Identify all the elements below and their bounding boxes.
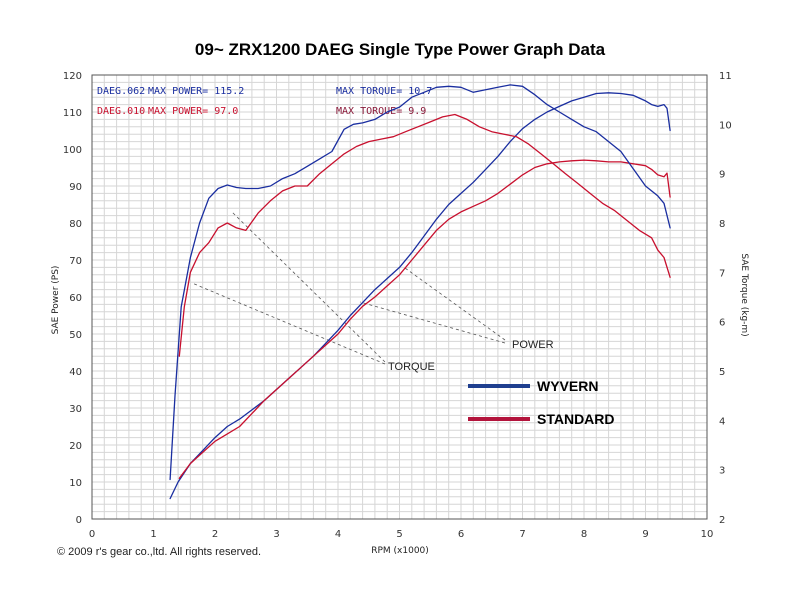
x-axis-label: RPM (x1000): [371, 546, 429, 556]
x-tick-label: 0: [89, 529, 95, 540]
annotation-power: POWER: [512, 339, 554, 351]
x-tick-labels: 0 1 2 3 4 5 6 7 8 9 10: [89, 529, 714, 540]
y-left-tick-label: 100: [63, 145, 82, 156]
y-left-tick-label: 50: [69, 330, 82, 341]
info-standard-max-torque: MAX TORQUE= 9.9: [336, 106, 426, 117]
info-wyvern-max-power: MAX POWER= 115.2: [148, 86, 244, 97]
plot-frame: [91, 74, 708, 520]
info-wyvern-code: DAEG.062: [97, 86, 145, 97]
y-left-tick-label: 0: [76, 515, 82, 526]
x-tick-label: 4: [335, 529, 341, 540]
info-wyvern-max-torque: MAX TORQUE= 10.7: [336, 86, 432, 97]
y-right-tick-label: 7: [719, 268, 725, 279]
x-tick-label: 9: [642, 529, 648, 540]
x-tick-label: 7: [519, 529, 525, 540]
y-right-tick-label: 3: [719, 466, 725, 477]
y-left-tick-label: 30: [69, 404, 82, 415]
y-right-tick-label: 4: [719, 416, 725, 427]
x-tick-label: 8: [581, 529, 587, 540]
annotation-torque: TORQUE: [388, 361, 435, 373]
y-left-tick-label: 80: [69, 219, 82, 230]
chart-legend: WYVERN STANDARD: [468, 378, 615, 427]
y-left-tick-label: 10: [69, 478, 82, 489]
torque-leader-wyvern: [231, 211, 386, 363]
y-right-tick-label: 10: [719, 120, 732, 131]
y-right-tick-label: 6: [719, 318, 725, 329]
chart-title: 09~ ZRX1200 DAEG Single Type Power Graph…: [195, 40, 606, 59]
series-standard-power-line: [178, 159, 671, 479]
y-left-tick-label: 60: [69, 293, 82, 304]
x-tick-label: 3: [273, 529, 279, 540]
y-right-tick-label: 5: [719, 367, 725, 378]
annotation-leaders: [191, 211, 506, 365]
y-right-tick-label: 2: [719, 515, 725, 526]
y-left-tick-label: 110: [63, 108, 82, 119]
y-left-tick-label: 70: [69, 256, 82, 267]
series-wyvern-power-line: [169, 92, 671, 500]
y-left-tick-label: 90: [69, 182, 82, 193]
power-leader-wyvern: [404, 267, 506, 341]
y-right-tick-label: 8: [719, 219, 725, 230]
x-tick-label: 2: [212, 529, 218, 540]
torque-leader-standard: [191, 282, 386, 365]
chart-series-group: [169, 84, 671, 500]
y-right-tick-label: 11: [719, 71, 732, 82]
series-wyvern-torque-line: [169, 84, 671, 481]
x-tick-label: 5: [396, 529, 402, 540]
legend-label-wyvern: WYVERN: [537, 378, 598, 394]
info-standard-code: DAEG.010: [97, 106, 145, 117]
x-tick-label: 10: [701, 529, 714, 540]
power-leader-standard: [359, 301, 506, 344]
y-left-axis-label: SAE Power (PS): [51, 266, 61, 335]
info-standard-max-power: MAX POWER= 97.0: [148, 106, 238, 117]
series-standard-torque-line: [178, 113, 671, 357]
y-right-tick-label: 9: [719, 170, 725, 181]
y-right-axis-label: SAE Torque (kg-m): [739, 253, 749, 336]
legend-label-standard: STANDARD: [537, 411, 615, 427]
copyright-text: © 2009 r's gear co.,ltd. All rights rese…: [57, 546, 261, 558]
y-left-tick-label: 120: [63, 71, 82, 82]
y-left-tick-label: 40: [69, 367, 82, 378]
x-tick-label: 6: [458, 529, 464, 540]
y-left-tick-label: 20: [69, 441, 82, 452]
x-tick-label: 1: [150, 529, 156, 540]
chart-grid: [91, 74, 708, 520]
y-left-tick-labels: 0 10 20 30 40 50 60 70 80 90 100 110 120: [63, 71, 82, 526]
y-right-tick-labels: 2 3 4 5 6 7 8 9 10 11: [719, 71, 732, 526]
